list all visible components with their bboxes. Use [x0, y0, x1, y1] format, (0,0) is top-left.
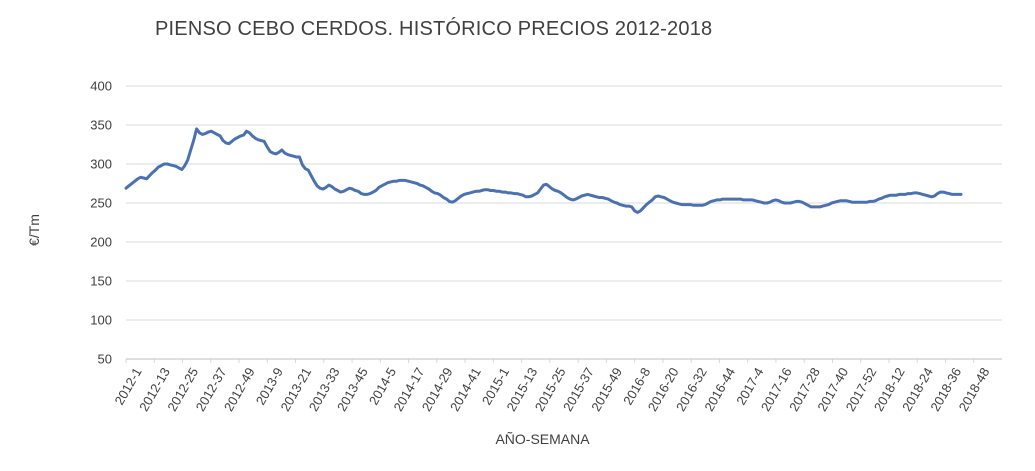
chart-title: PIENSO CEBO CERDOS. HISTÓRICO PRECIOS 20…	[155, 18, 713, 40]
y-tick-label: 100	[90, 313, 112, 328]
y-axis-ticks: 50 100 150 200 250 300 350 400	[90, 79, 112, 367]
series-line-0	[124, 127, 963, 214]
y-tick-label: 250	[90, 196, 112, 211]
y-tick-label: 200	[90, 235, 112, 250]
y-tick-label: 50	[98, 352, 112, 367]
y-tick-label: 400	[90, 79, 112, 94]
gridlines	[126, 85, 1002, 360]
x-axis-ticks: 2012-12012-132012-252012-372012-492013-9…	[111, 358, 1002, 414]
series-group	[124, 127, 963, 214]
y-tick-label: 300	[90, 157, 112, 172]
y-tick-label: 350	[90, 118, 112, 133]
y-tick-label: 150	[90, 274, 112, 289]
x-axis-label: AÑO-SEMANA	[495, 431, 590, 447]
